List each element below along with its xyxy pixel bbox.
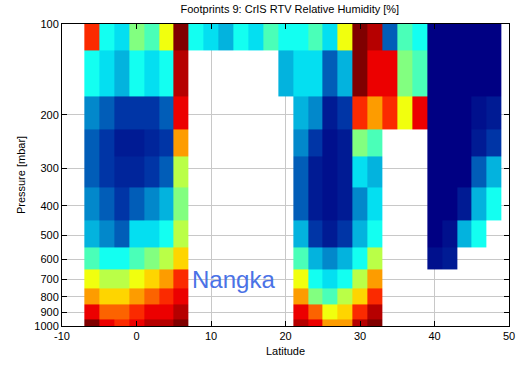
svg-text:0: 0 (133, 330, 139, 342)
svg-text:700: 700 (40, 273, 58, 285)
svg-text:300: 300 (40, 162, 58, 174)
svg-text:Pressure [mbar]: Pressure [mbar] (15, 136, 27, 214)
svg-text:-10: -10 (54, 330, 70, 342)
svg-text:800: 800 (40, 291, 58, 303)
svg-text:50: 50 (503, 330, 515, 342)
svg-text:600: 600 (40, 253, 58, 265)
svg-text:30: 30 (354, 330, 366, 342)
svg-text:Footprints 9: CrIS RTV Relativ: Footprints 9: CrIS RTV Relative Humidity… (181, 3, 400, 15)
svg-text:Nangka: Nangka (192, 266, 275, 293)
svg-text:500: 500 (40, 229, 58, 241)
svg-text:40: 40 (428, 330, 440, 342)
svg-text:10: 10 (205, 330, 217, 342)
svg-text:Latitude: Latitude (266, 345, 305, 357)
svg-text:20: 20 (279, 330, 291, 342)
svg-text:900: 900 (40, 306, 58, 318)
svg-text:1000: 1000 (34, 320, 58, 332)
svg-text:400: 400 (40, 200, 58, 212)
svg-text:100: 100 (40, 18, 58, 30)
svg-text:200: 200 (40, 109, 58, 121)
